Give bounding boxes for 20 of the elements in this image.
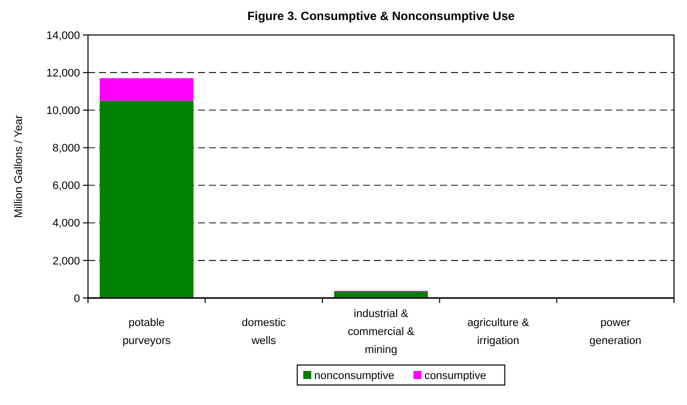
y-tick-label: 12,000	[46, 67, 80, 80]
x-tick-label: domestic wells	[242, 317, 286, 347]
y-tick-label: 4,000	[52, 218, 80, 230]
bar	[100, 78, 194, 101]
legend-label: nonconsumptive	[314, 370, 394, 382]
chart-title: Figure 3. Consumptive & Nonconsumptive Use	[247, 9, 516, 23]
y-axis-title: Million Gallons / Year	[13, 114, 25, 218]
bar	[334, 291, 428, 298]
y-tick-label: 8,000	[52, 142, 80, 155]
x-tick-label: potable purveyors	[122, 317, 172, 347]
y-tick-label: 2,000	[52, 255, 80, 268]
x-tick-label: industrial & commercial & mining	[348, 308, 415, 356]
y-tick-label: 10,000	[46, 104, 80, 117]
x-tick-label: agriculture & irrigation	[467, 317, 530, 347]
y-tick-label: 14,000	[46, 30, 80, 42]
legend-label: consumptive	[424, 370, 486, 382]
x-tick-label: power generation	[589, 317, 642, 347]
bar	[100, 100, 194, 298]
y-tick-label: 6,000	[52, 180, 80, 192]
y-tick-label: 0	[74, 292, 80, 305]
